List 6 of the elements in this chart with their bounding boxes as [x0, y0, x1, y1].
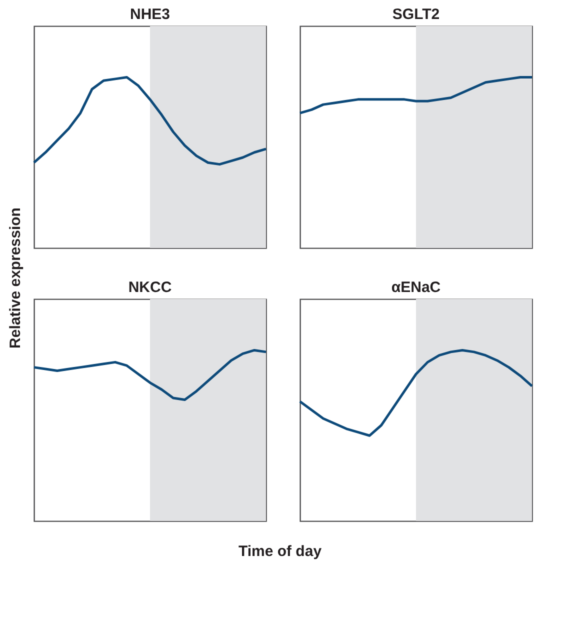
- y-axis-title: Relative expression: [7, 208, 24, 348]
- chart-title: SGLT2: [392, 6, 440, 23]
- chart-title: NHE3: [130, 6, 170, 23]
- chart-title: NKCC: [128, 279, 172, 296]
- chart-title: αENaC: [391, 279, 441, 296]
- x-axis-title: Time of day: [238, 543, 322, 560]
